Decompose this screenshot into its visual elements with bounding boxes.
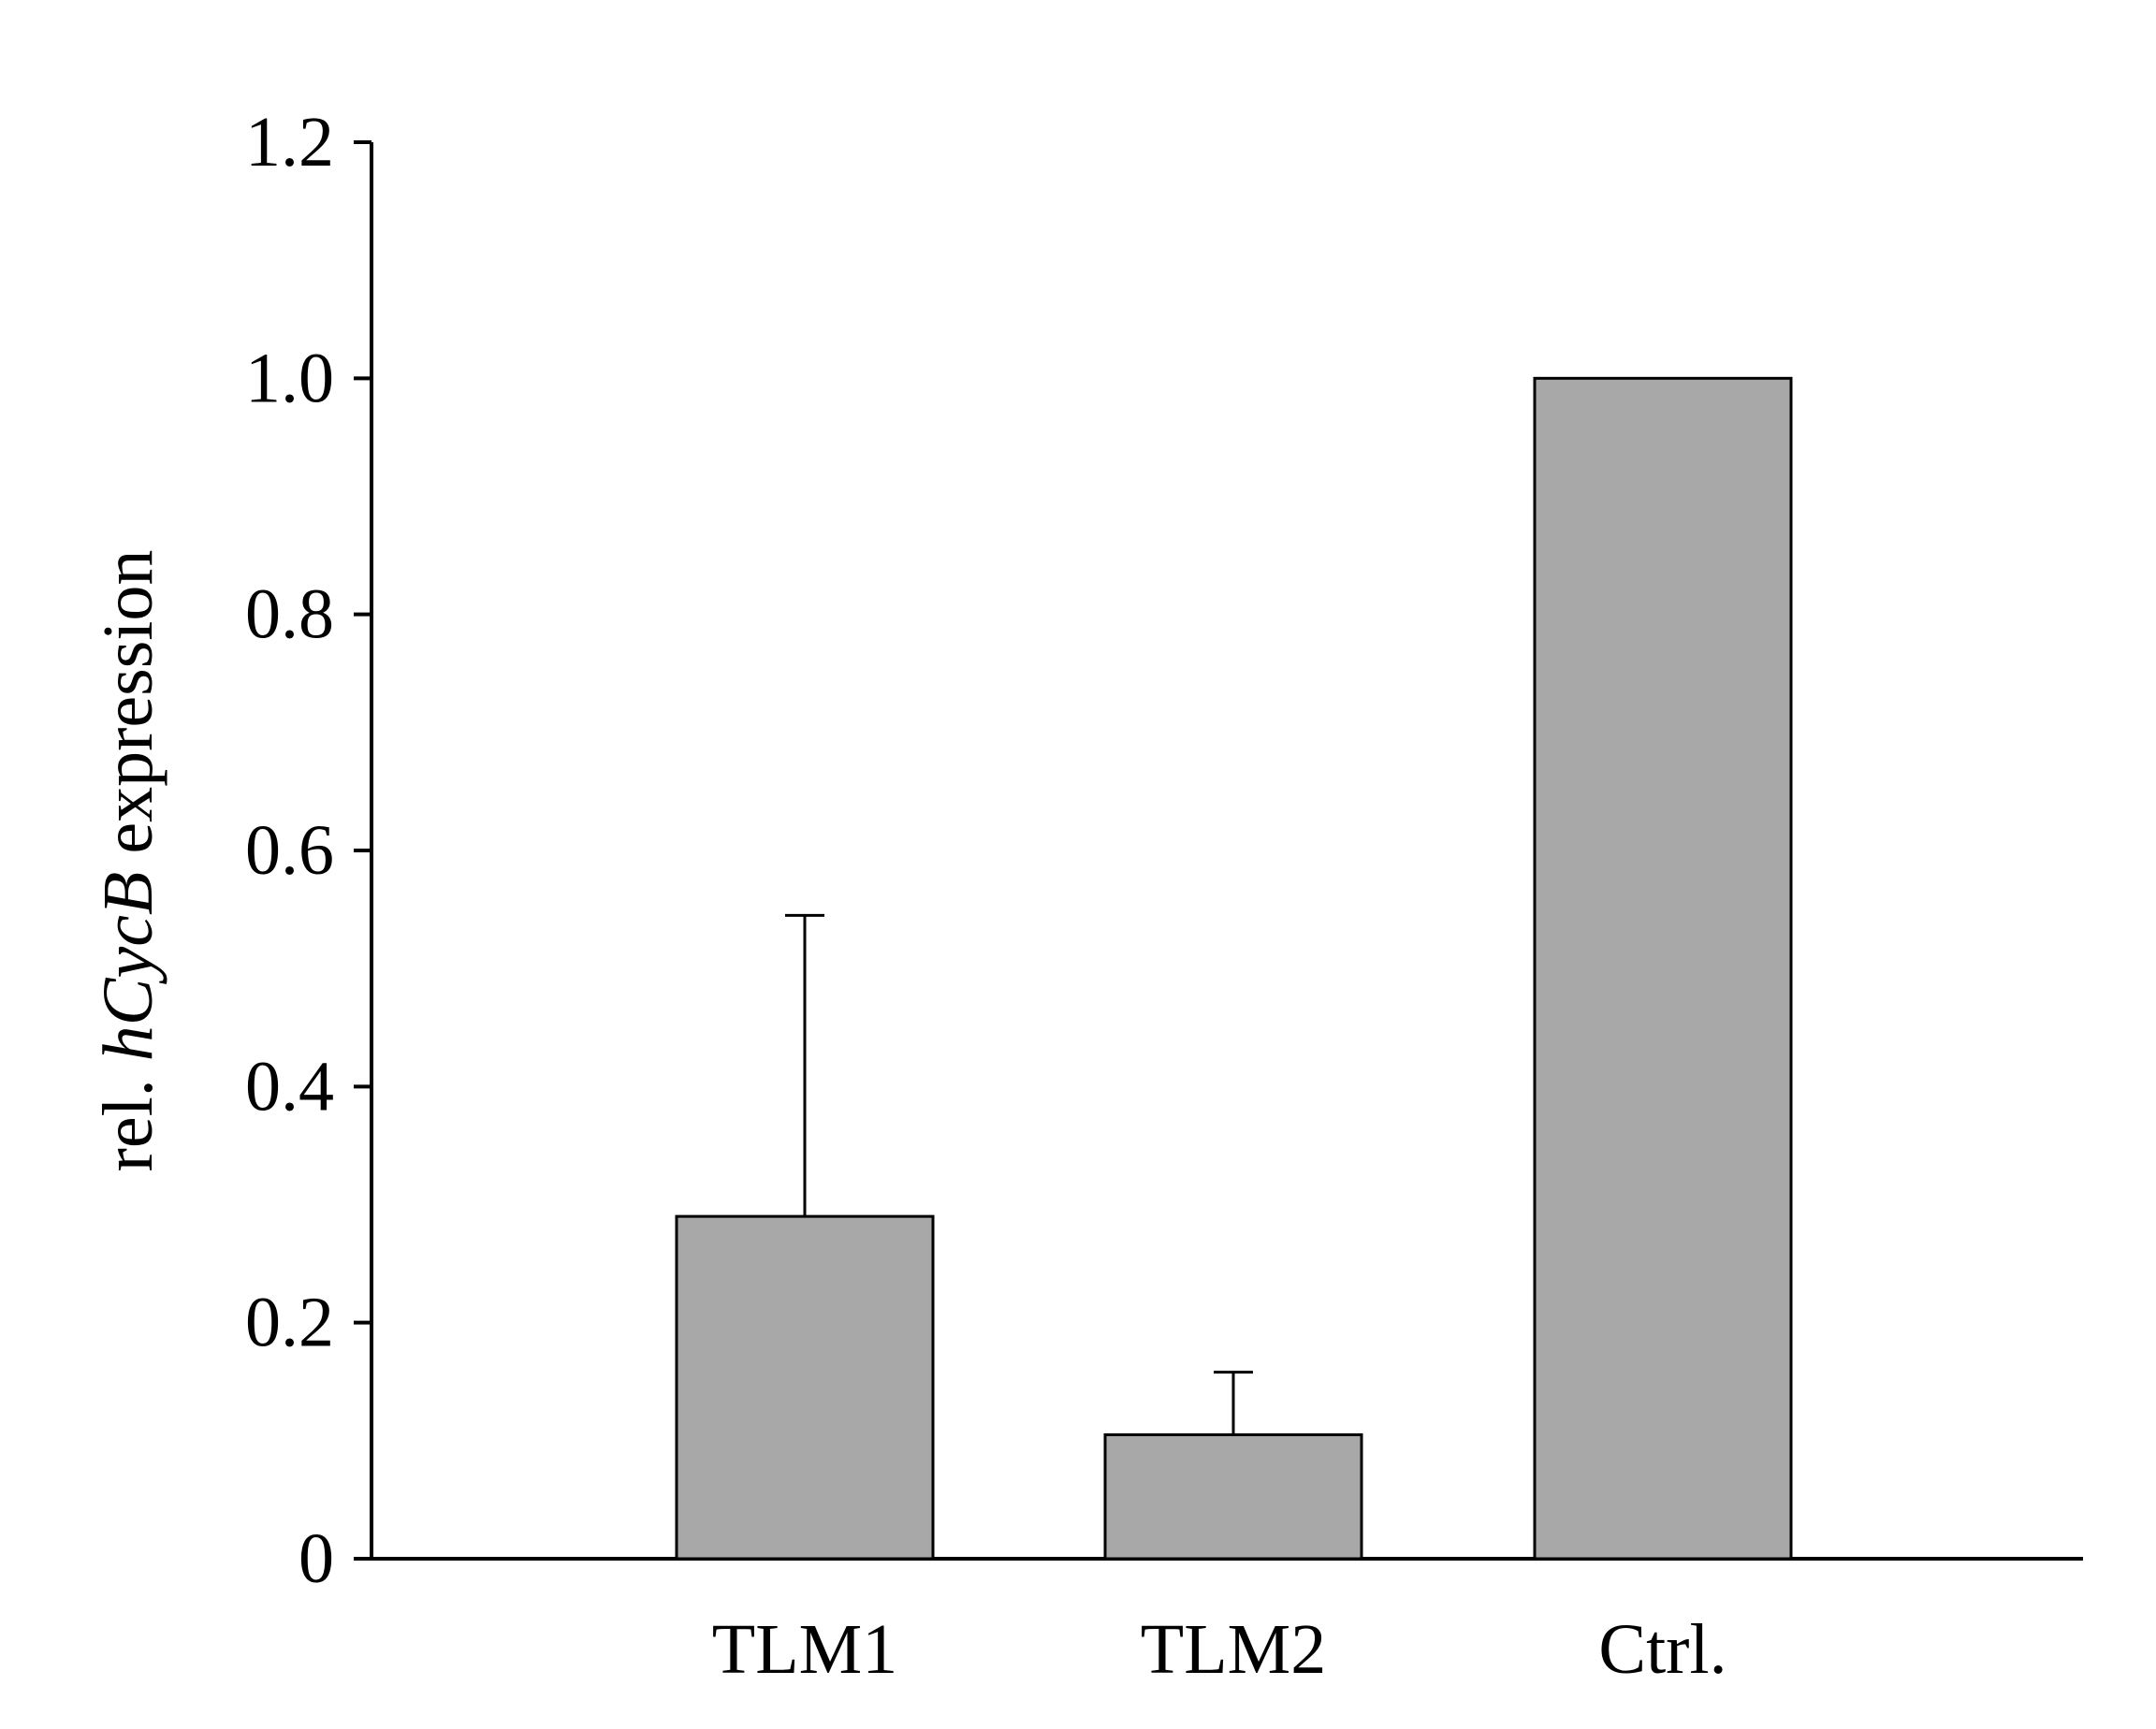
x-tick-labels: TLM1 TLM2 Ctrl. bbox=[712, 1610, 1727, 1689]
error-bars bbox=[785, 913, 1253, 1435]
bar-ctrl bbox=[1533, 376, 1793, 1561]
y-axis-label-prefix: rel. bbox=[89, 1061, 168, 1171]
y-tick-label: 0.8 bbox=[245, 575, 334, 654]
y-tick-label: 0.4 bbox=[245, 1047, 334, 1126]
bars bbox=[675, 376, 1793, 1561]
y-tick-label: 0.2 bbox=[245, 1284, 334, 1362]
x-tick-label: TLM1 bbox=[712, 1610, 897, 1689]
y-axis-label: rel. hCycB expression bbox=[89, 550, 168, 1172]
bar-tlm1 bbox=[675, 1214, 935, 1561]
y-tick-label: 0.6 bbox=[245, 811, 334, 890]
x-tick-label: TLM2 bbox=[1141, 1610, 1326, 1689]
y-tick-label: 1.2 bbox=[245, 103, 334, 182]
x-tick-label: Ctrl. bbox=[1598, 1610, 1726, 1689]
y-tick-label: 0 bbox=[299, 1519, 334, 1598]
y-tick-label: 1.0 bbox=[245, 339, 334, 417]
y-axis-label-gene: hCycB bbox=[89, 872, 168, 1062]
y-axis-label-suffix: expression bbox=[89, 550, 168, 872]
bar-tlm2 bbox=[1103, 1433, 1363, 1561]
y-ticks: 0 0.2 0.4 0.6 0.8 1.0 1.2 bbox=[245, 103, 371, 1598]
